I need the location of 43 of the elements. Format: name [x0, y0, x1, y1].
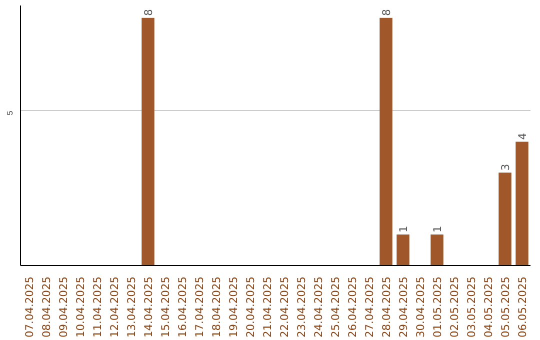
- x-tick-label: 07.04.2025: [23, 276, 36, 338]
- x-tick-label: 10.04.2025: [74, 276, 87, 338]
- x-tick-label: 19.04.2025: [227, 276, 240, 338]
- data-label: 8: [142, 8, 155, 16]
- bar: [430, 234, 444, 266]
- x-tick-label: 02.05.2025: [448, 276, 461, 338]
- y-tick-label: 5: [6, 110, 14, 116]
- x-tick-label: 27.04.2025: [363, 276, 376, 338]
- data-label: 3: [499, 164, 512, 171]
- x-tick-label: 18.04.2025: [210, 276, 223, 338]
- x-tick-label: 09.04.2025: [57, 276, 70, 338]
- x-tick-label: 13.04.2025: [125, 276, 138, 338]
- x-tick-label: 25.04.2025: [329, 276, 342, 338]
- data-label: 1: [397, 226, 410, 233]
- x-tick-label: 17.04.2025: [193, 276, 206, 338]
- x-tick-label: 06.05.2025: [516, 276, 529, 338]
- x-tick-label: 14.04.2025: [142, 276, 155, 338]
- x-tick-label: 29.04.2025: [397, 276, 410, 338]
- bar: [396, 234, 410, 266]
- x-tick-label: 11.04.2025: [91, 276, 104, 338]
- x-tick-label: 05.05.2025: [499, 276, 512, 338]
- x-tick-label: 26.04.2025: [346, 276, 359, 338]
- x-tick-label: 24.04.2025: [312, 276, 325, 338]
- x-tick-label: 20.04.2025: [244, 276, 257, 338]
- x-tick-label: 04.05.2025: [482, 276, 495, 338]
- x-tick-label: 08.04.2025: [40, 276, 53, 338]
- x-tick-label: 01.05.2025: [431, 276, 444, 338]
- x-tick-label: 21.04.2025: [261, 276, 274, 338]
- x-tick-label: 30.04.2025: [414, 276, 427, 338]
- x-tick-label: 23.04.2025: [295, 276, 308, 338]
- data-label: 4: [516, 132, 529, 140]
- bar: [380, 18, 392, 266]
- bar: [498, 172, 512, 266]
- x-tick-label: 15.04.2025: [159, 276, 172, 338]
- x-tick-label: 16.04.2025: [176, 276, 189, 338]
- data-label: 8: [380, 8, 393, 16]
- x-tick-label: 03.05.2025: [465, 276, 478, 338]
- bar: [142, 18, 154, 266]
- x-tick-label: 22.04.2025: [278, 276, 291, 338]
- x-tick-label: 12.04.2025: [108, 276, 121, 338]
- bar: [516, 142, 528, 266]
- data-label: 1: [431, 226, 444, 233]
- x-tick-label: 28.04.2025: [380, 276, 393, 338]
